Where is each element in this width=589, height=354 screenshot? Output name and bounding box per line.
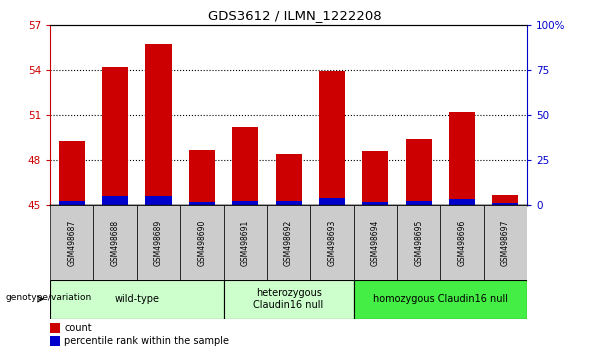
Bar [232,201,258,205]
Bar [449,199,475,205]
Bar [50,205,94,280]
Text: heterozygous
Claudin16 null: heterozygous Claudin16 null [253,288,324,310]
Text: percentile rank within the sample: percentile rank within the sample [64,336,229,346]
Bar [50,280,224,319]
Bar [145,44,171,205]
Bar [59,141,85,205]
Bar [224,280,353,319]
Bar [232,127,258,205]
Bar [362,151,388,205]
Text: homozygous Claudin16 null: homozygous Claudin16 null [373,294,508,304]
Bar [492,203,518,205]
Bar [353,280,527,319]
Bar [102,196,128,205]
Bar [180,205,224,280]
Bar [319,72,345,205]
Bar [102,67,128,205]
Bar [189,202,215,205]
Bar [362,202,388,205]
Text: count: count [64,323,92,333]
Bar [276,201,302,205]
Bar [50,324,60,333]
Bar [484,205,527,280]
Bar [449,112,475,205]
Text: GSM498688: GSM498688 [111,219,120,266]
Bar [94,205,137,280]
Bar [189,150,215,205]
Bar [406,139,432,205]
Bar [276,154,302,205]
Bar [319,198,345,205]
Bar [406,201,432,205]
Bar [59,201,85,205]
Text: GSM498697: GSM498697 [501,219,510,266]
Bar [224,205,267,280]
Bar [441,205,484,280]
Bar [50,336,60,346]
Text: wild-type: wild-type [114,294,159,304]
Text: GDS3612 / ILMN_1222208: GDS3612 / ILMN_1222208 [208,9,381,22]
Bar [397,205,441,280]
Bar [267,205,310,280]
Text: GSM498696: GSM498696 [458,219,466,266]
Text: GSM498694: GSM498694 [371,219,380,266]
Bar [137,205,180,280]
Text: GSM498689: GSM498689 [154,219,163,266]
Bar [310,205,353,280]
Bar [145,196,171,205]
Text: GSM498690: GSM498690 [197,219,206,266]
Text: GSM498692: GSM498692 [284,219,293,266]
Text: GSM498691: GSM498691 [241,219,250,266]
Text: GSM498695: GSM498695 [414,219,423,266]
Text: genotype/variation: genotype/variation [6,293,92,302]
Bar [353,205,397,280]
Bar [492,195,518,205]
Text: GSM498693: GSM498693 [327,219,336,266]
Text: GSM498687: GSM498687 [67,219,76,266]
